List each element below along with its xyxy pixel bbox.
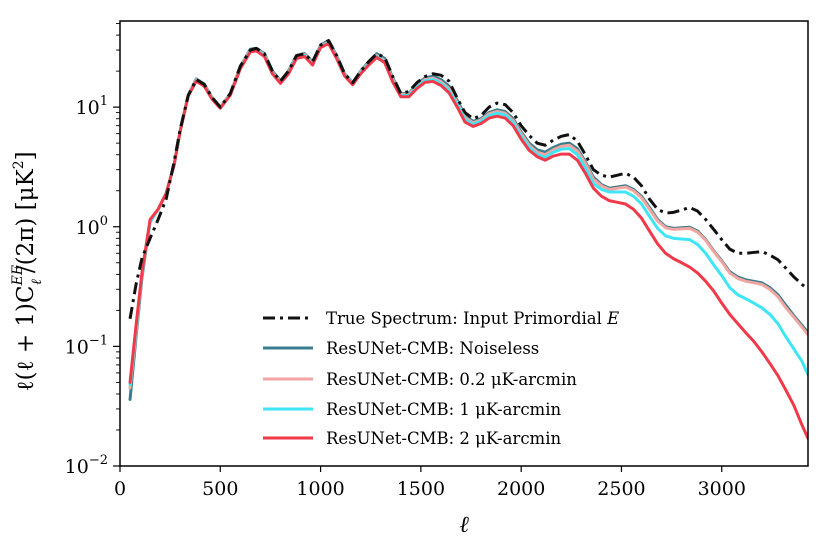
y-tick-label: 10−2: [65, 453, 108, 478]
y-title-sub: ℓ: [29, 279, 45, 285]
legend-label-0: True Spectrum: Input Primordial E: [326, 309, 619, 328]
y-tick-label: 101: [76, 94, 108, 119]
x-tick-label: 1000: [296, 478, 344, 500]
legend-label-4: ResUNet-CMB: 2 μK-arcmin: [326, 429, 561, 448]
series-line-0: [128, 39, 808, 320]
y-title-close: ]: [13, 151, 39, 160]
y-tick-label: 10−1: [65, 333, 108, 358]
x-tick-label: 500: [202, 478, 238, 500]
legend-label-3: ResUNet-CMB: 1 μK-arcmin: [326, 400, 561, 419]
legend: True Spectrum: Input Primordial E ResUNet…: [263, 309, 619, 448]
ticks-layer: 0 500 1000 1500 2000 2500 3000 10−2 10−1 100 101: [65, 23, 746, 500]
y-tick-label: 100: [76, 214, 108, 239]
x-tick-label: 0: [114, 478, 126, 500]
series-layer: [128, 39, 808, 440]
x-tick-label: 1500: [397, 478, 445, 500]
y-title-super: EE: [10, 265, 26, 286]
x-tick-label: 2500: [597, 478, 645, 500]
legend-label-2: ResUNet-CMB: 0.2 μK-arcmin: [326, 370, 577, 389]
x-axis-title: ℓ: [459, 512, 469, 538]
legend-label-1: ResUNet-CMB: Noiseless: [326, 339, 539, 358]
x-tick-label: 3000: [698, 478, 746, 500]
y-axis-title: ℓ(ℓ + 1)CEE ℓ /(2π) [μK2]: [10, 151, 45, 391]
y-title-tail: /(2π) [μK: [13, 168, 39, 273]
y-title-main: ℓ(ℓ + 1)C: [13, 285, 39, 391]
y-title-unit-power: 2: [11, 160, 27, 169]
x-tick-label: 2000: [497, 478, 545, 500]
plot-frame: [119, 20, 809, 467]
